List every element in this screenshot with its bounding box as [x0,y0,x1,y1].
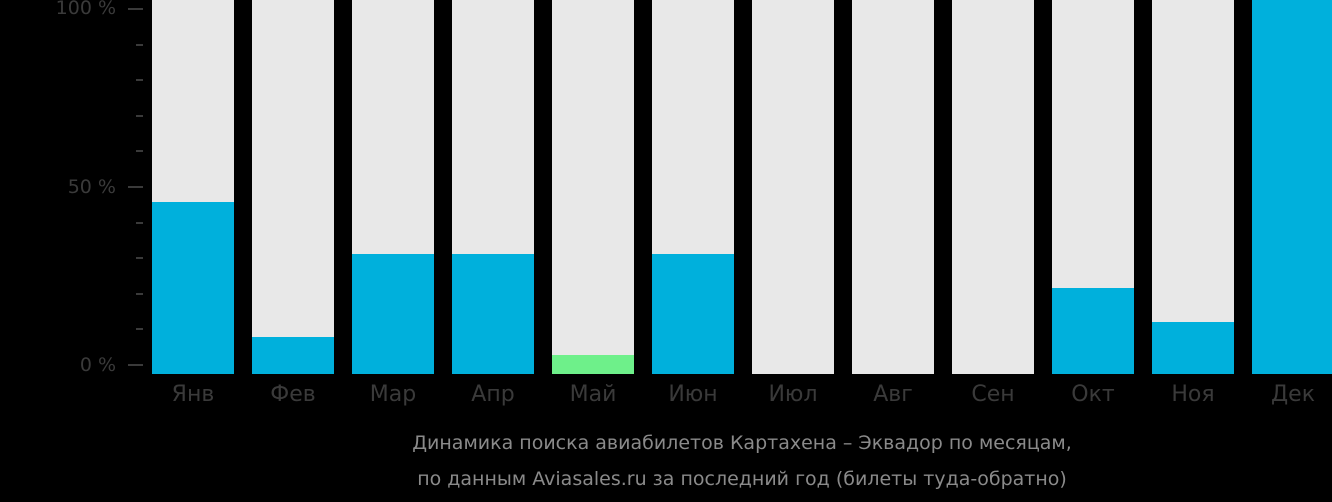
bar-4 [552,0,634,374]
bar-fill [252,336,334,374]
bar-11 [1252,0,1332,374]
y-minor-tick [136,150,143,153]
y-major-tick [128,8,143,10]
bar-fill [652,254,734,374]
bar-fill [1252,0,1332,374]
bar-2 [352,0,434,374]
y-minor-tick [136,292,143,295]
bar-fill [152,201,234,374]
y-tick-label-100: 100 % [55,0,116,19]
bar-fill [1052,287,1134,374]
y-minor-tick [136,328,143,331]
chart-caption-line1: Динамика поиска авиабилетов Картахена – … [412,432,1072,454]
x-tick-label: Июн [668,382,718,407]
x-tick-label: Мар [369,382,417,407]
x-tick-label: Окт [1071,382,1115,407]
y-major-tick [128,186,143,188]
bar-0 [152,0,234,374]
bar-6 [752,0,834,374]
bar-5 [652,0,734,374]
x-tick-label: Май [569,382,617,407]
y-minor-tick [136,114,143,117]
x-tick-label: Ноя [1171,382,1215,407]
bar-fill [552,355,634,374]
bar-8 [952,0,1034,374]
y-major-tick [128,364,143,366]
x-tick-label: Дек [1270,382,1315,407]
bar-fill [1152,321,1234,374]
x-tick-label: Сен [971,382,1015,407]
bar-1 [252,0,334,374]
y-tick-label-50: 50 % [67,176,116,198]
x-tick-label: Фев [270,382,316,407]
bar-fill [352,254,434,374]
y-minor-tick [136,257,143,260]
bar-fill [452,254,534,374]
y-minor-tick [136,43,143,46]
x-tick-label: Янв [171,382,215,407]
bar-7 [852,0,934,374]
x-tick-label: Апр [471,382,515,407]
bar-10 [1152,0,1234,374]
chart-caption-line2: по данным Aviasales.ru за последний год … [417,468,1067,490]
bar-9 [1052,0,1134,374]
y-minor-tick [136,221,143,224]
x-tick-label: Июл [768,382,818,407]
y-minor-tick [136,79,143,82]
bar-3 [452,0,534,374]
x-tick-label: Авг [873,382,913,407]
y-tick-label-0: 0 % [79,354,116,376]
